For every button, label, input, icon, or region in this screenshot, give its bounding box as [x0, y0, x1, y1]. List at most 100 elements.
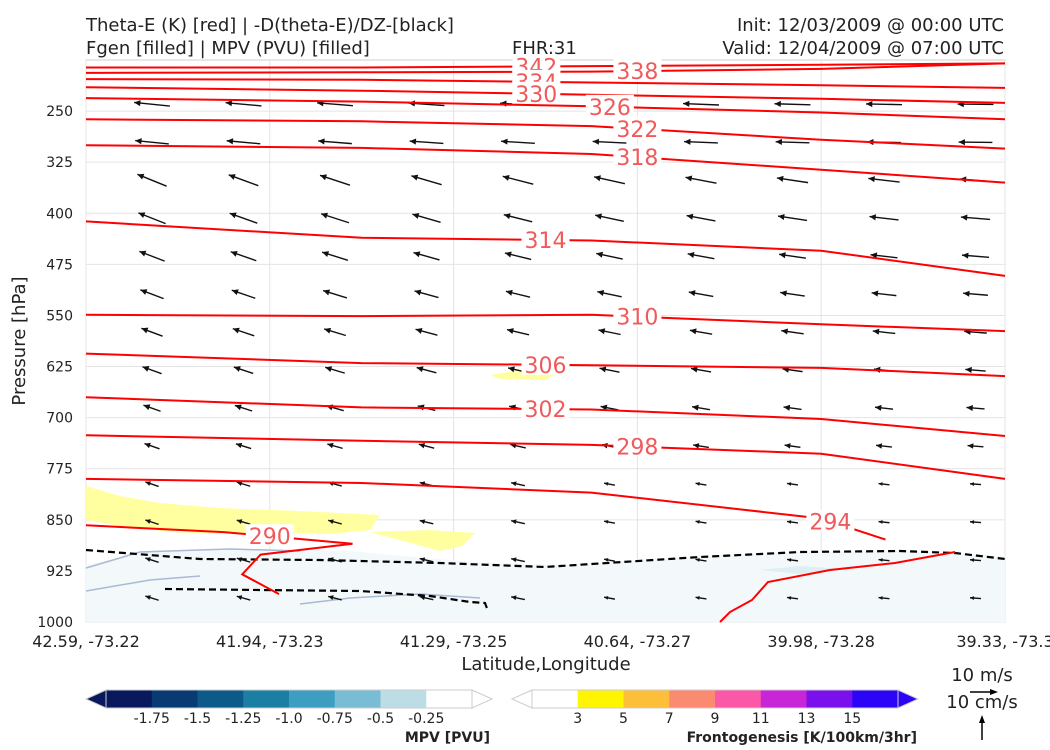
wind-vector-head: [685, 175, 693, 182]
wind-vector-head: [592, 138, 600, 145]
colorbar-extend-right: [471, 689, 494, 709]
theta-e-contours: [85, 62, 1006, 595]
colorbar-segment: [380, 690, 427, 708]
y-tick-label: 850: [46, 513, 73, 529]
wind-vector-head: [778, 214, 785, 221]
wind-vector-head: [318, 138, 325, 145]
wind-vector-head: [232, 327, 240, 334]
y-axis-label: Pressure [hPa]: [9, 276, 30, 405]
wind-vector-head: [783, 404, 791, 411]
wind-vector-head: [970, 558, 975, 562]
wind-vector-head: [236, 519, 243, 524]
wind-vector-head: [871, 290, 879, 297]
wind-vector-head: [787, 558, 792, 562]
x-axis-ticks: 42.59, -73.22 41.94, -73.23 41.29, -73.25 4…: [32, 632, 1050, 651]
wind-vector-head: [970, 482, 975, 486]
colorbar-segment: [197, 690, 244, 708]
wind-vector-head: [228, 174, 236, 180]
wind-vector-head: [878, 596, 883, 600]
wind-vector-head: [511, 519, 517, 525]
wind-vector-head: [504, 251, 512, 258]
colorbar-segment: [852, 690, 899, 708]
colorbar-extend-left: [510, 689, 533, 709]
theta-e-contour-302: [85, 396, 1006, 437]
colorbar-segment: [289, 690, 336, 708]
wind-vector-head: [141, 327, 149, 334]
theta-e-label: 314: [525, 229, 567, 254]
theta-e-label: 302: [525, 398, 567, 423]
wind-vector-head: [233, 366, 241, 372]
theta-e-contour-labels: 3423383343303263223183143103063022982942…: [245, 54, 855, 550]
theta-e-contour-322: [85, 118, 1006, 150]
wind-vector-head: [787, 520, 792, 524]
wind-vector-head: [413, 251, 421, 258]
ref-vector-horizontal-head: [990, 689, 998, 695]
mpv-contour-upper: [85, 548, 301, 569]
fgen-filled-region-small: [370, 530, 475, 551]
wind-vector-head: [866, 101, 873, 108]
theta-e-label-bg: [613, 304, 662, 327]
wind-vector-head: [137, 173, 145, 180]
theta-e-label-bg: [806, 509, 855, 532]
colorbar-extend-left: [84, 689, 107, 709]
wind-vector-head: [140, 289, 148, 295]
ref-vector-horizontal-label: 10 m/s: [951, 665, 1013, 686]
wind-vector-head: [970, 520, 975, 524]
wind-vector-head: [963, 290, 970, 297]
theta-e-contour-290: [85, 524, 353, 595]
fgen-filled-region-low: [86, 486, 380, 534]
wind-vector-head: [695, 558, 700, 562]
wind-vector-head: [595, 213, 602, 220]
wind-vector-head: [138, 212, 146, 219]
wind-vector-head: [134, 100, 141, 107]
wind-vector-head: [686, 213, 694, 220]
wind-vectors: [134, 100, 994, 601]
y-tick-label: 700: [46, 411, 73, 427]
wind-vector-head: [787, 596, 792, 600]
colorbar-tick-label: 3: [573, 711, 582, 727]
wind-vector-head: [780, 290, 787, 297]
y-tick-label: 550: [46, 308, 73, 324]
colorbar-tick-label: 15: [843, 711, 861, 727]
colorbar-segment: [106, 690, 153, 708]
wind-vector-head: [229, 212, 237, 219]
colorbar-tick-label: -0.75: [317, 711, 353, 727]
wind-vector-head: [143, 404, 151, 411]
x-tick-label: 40.64, -73.27: [584, 632, 692, 651]
wind-vector-head: [695, 520, 700, 524]
wind-vector-head: [604, 520, 609, 524]
colorbar-tick-label: 11: [752, 711, 770, 727]
plot-frame: [85, 59, 1006, 623]
fgen-colorbar: 3 5 7 9 11 13 15: [510, 689, 920, 727]
colorbar-tick-label: -1.5: [184, 711, 211, 727]
wind-vector-head: [142, 366, 150, 372]
colorbar-outline: [105, 689, 473, 709]
wind-vector-head: [604, 482, 609, 486]
wind-vector-head: [598, 328, 606, 335]
wind-vector-head: [787, 482, 792, 486]
wind-vector-head: [684, 138, 691, 145]
wind-vector-head: [868, 176, 875, 183]
theta-e-label: 310: [616, 306, 658, 331]
wind-vector-head: [322, 251, 330, 257]
theta-e-label: 326: [589, 96, 631, 121]
wind-vector-head: [236, 481, 243, 486]
wind-vector-head: [870, 252, 878, 259]
mpv-colorbar: -1.75 -1.5 -1.25 -1.0 -0.75 -0.5 -0.25: [84, 689, 494, 727]
colorbar-segment: [623, 690, 670, 708]
wind-vector-head: [508, 366, 515, 373]
wind-vector-head: [506, 328, 514, 335]
wind-vector-head: [960, 214, 968, 221]
wind-vector-head: [774, 100, 781, 107]
wind-vector-head: [501, 138, 508, 145]
wind-vector-head: [226, 138, 234, 145]
wind-vector-head: [328, 519, 334, 525]
wind-vector-head: [145, 557, 151, 562]
theta-e-contour-298: [85, 434, 1006, 480]
theta-e-label-bg: [613, 59, 662, 82]
wind-vector-head: [323, 289, 331, 296]
valid-time: Valid: 12/04/2009 @ 07:00 UTC: [722, 38, 1004, 59]
x-axis-label: Latitude,Longitude: [461, 654, 630, 675]
theta-e-label-bg: [512, 81, 561, 104]
